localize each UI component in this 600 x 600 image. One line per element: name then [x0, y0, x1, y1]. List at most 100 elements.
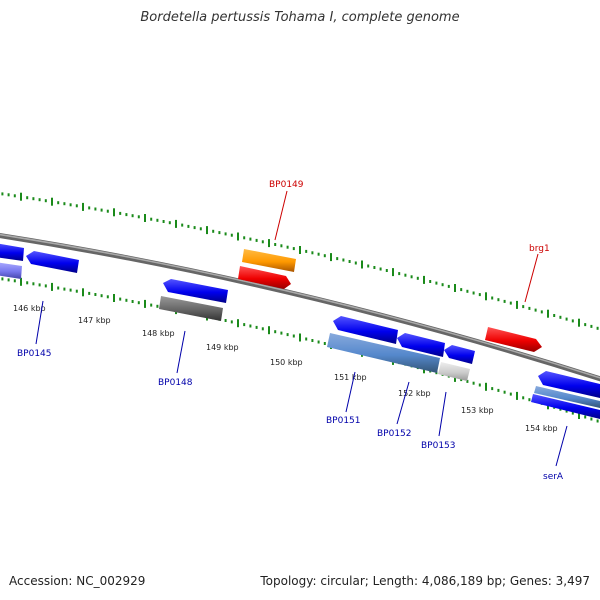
reverse-tick-minor: [323, 342, 326, 345]
forward-tick-minor: [131, 214, 134, 218]
forward-tick-major: [144, 214, 146, 222]
reverse-tick-minor: [63, 287, 66, 291]
forward-tick-minor: [44, 199, 47, 203]
reverse-tick-minor: [94, 293, 97, 296]
forward-tick-minor: [342, 258, 345, 262]
forward-tick-minor: [94, 207, 97, 211]
reverse-tick-major: [299, 333, 301, 342]
reverse-tick-minor: [280, 331, 283, 335]
reverse-tick-minor: [528, 398, 531, 402]
gene-sera[interactable]: [538, 371, 600, 398]
gene-bp0148[interactable]: [163, 279, 228, 303]
forward-tick-minor: [32, 197, 35, 201]
forward-tick-major: [361, 260, 363, 269]
reverse-tick-minor: [478, 383, 481, 387]
gene-label-bp0148[interactable]: BP0148: [158, 378, 193, 388]
reverse-tick-minor: [590, 417, 593, 421]
forward-tick-minor: [292, 247, 295, 251]
reverse-tick-minor: [249, 324, 252, 328]
gene-sera-steel[interactable]: [534, 386, 600, 408]
reverse-tick-minor: [125, 298, 128, 302]
forward-tick-minor: [404, 273, 407, 277]
forward-tick-minor: [584, 323, 587, 327]
forward-tick-minor: [218, 231, 221, 235]
reverse-tick-minor: [286, 333, 289, 337]
forward-tick-minor: [150, 217, 153, 221]
scale-label: 151 kbp: [334, 373, 367, 382]
forward-tick-minor: [13, 194, 16, 198]
scale-label: 146 kbp: [13, 304, 46, 313]
gene-bp0153-light[interactable]: [438, 362, 470, 381]
reverse-tick-major: [578, 411, 580, 419]
gene-bp0148-grey[interactable]: [159, 296, 223, 321]
reverse-tick-minor: [317, 340, 320, 344]
callout-line-bp0148: [176, 330, 186, 374]
forward-tick-minor: [373, 266, 376, 269]
reverse-tick-minor: [32, 282, 35, 286]
gene-label-brg1[interactable]: brg1: [529, 244, 550, 254]
gene-bp0152[interactable]: [397, 333, 445, 357]
forward-tick-minor: [385, 269, 388, 272]
forward-tick-minor: [447, 284, 450, 288]
gene-left-edge-1[interactable]: [0, 243, 24, 261]
reverse-tick-minor: [69, 288, 72, 292]
reverse-tick-major: [82, 288, 84, 297]
gene-bp0151[interactable]: [333, 316, 398, 344]
gene-bp0149-orange[interactable]: [242, 249, 296, 272]
forward-tick-minor: [528, 306, 531, 310]
forward-tick-minor: [88, 206, 91, 210]
gene-bp0149-red[interactable]: [238, 266, 291, 289]
forward-tick-major: [268, 239, 270, 248]
forward-tick-minor: [596, 326, 599, 330]
gene-brg1[interactable]: [485, 327, 542, 352]
forward-tick-minor: [590, 324, 593, 328]
callout-line-brg1: [524, 253, 539, 303]
gene-bp0151-steel[interactable]: [327, 333, 440, 373]
gene-bp0145[interactable]: [26, 251, 79, 273]
forward-tick-minor: [255, 238, 258, 242]
reverse-tick-minor: [230, 320, 233, 324]
forward-tick-minor: [224, 232, 227, 236]
forward-tick-minor: [478, 293, 481, 297]
reverse-tick-minor: [509, 392, 512, 396]
forward-tick-minor: [305, 249, 308, 253]
gene-label-bp0153[interactable]: BP0153: [421, 441, 456, 451]
callout-line-bp0145: [35, 300, 44, 345]
reverse-tick-minor: [472, 381, 475, 385]
forward-tick-minor: [398, 272, 401, 276]
reverse-tick-major: [51, 282, 53, 291]
forward-tick-minor: [522, 305, 525, 309]
reverse-tick-minor: [243, 323, 246, 327]
reverse-tick-minor: [88, 291, 91, 295]
forward-tick-minor: [503, 299, 506, 303]
forward-tick-minor: [497, 298, 500, 302]
genome-backbone: [0, 233, 600, 382]
gene-bp0153[interactable]: [444, 345, 475, 364]
forward-tick-major: [578, 318, 580, 327]
callout-line-bp0153: [438, 391, 447, 437]
gene-label-bp0145[interactable]: BP0145: [17, 349, 52, 359]
forward-tick-minor: [286, 245, 289, 249]
forward-tick-minor: [571, 319, 574, 323]
reverse-tick-minor: [150, 303, 153, 307]
reverse-tick-minor: [106, 295, 109, 299]
scale-labels: 146 kbp 147 kbp 148 kbp 149 kbp 150 kbp …: [13, 304, 558, 433]
gene-label-sera[interactable]: serA: [543, 472, 564, 482]
forward-tick-minor: [261, 240, 264, 244]
forward-tick-minor: [416, 276, 419, 280]
forward-tick-minor: [187, 224, 190, 228]
gene-label-bp0152[interactable]: BP0152: [377, 429, 412, 439]
reverse-tick-minor: [305, 337, 308, 341]
forward-tick-major: [547, 309, 549, 318]
gene-sera-blue-2[interactable]: [531, 394, 600, 419]
gene-label-bp0151[interactable]: BP0151: [326, 416, 361, 426]
forward-tick-minor: [199, 227, 202, 231]
reverse-tick-minor: [596, 419, 599, 423]
gene-left-edge-2[interactable]: [0, 262, 22, 279]
forward-tick-major: [51, 197, 53, 206]
forward-tick-minor: [410, 275, 413, 279]
forward-tick-minor: [125, 213, 128, 217]
forward-tick-minor: [181, 223, 184, 227]
gene-label-bp0149[interactable]: BP0149: [269, 180, 304, 190]
genome-summary-text: Topology: circular; Length: 4,086,189 bp…: [260, 574, 590, 588]
